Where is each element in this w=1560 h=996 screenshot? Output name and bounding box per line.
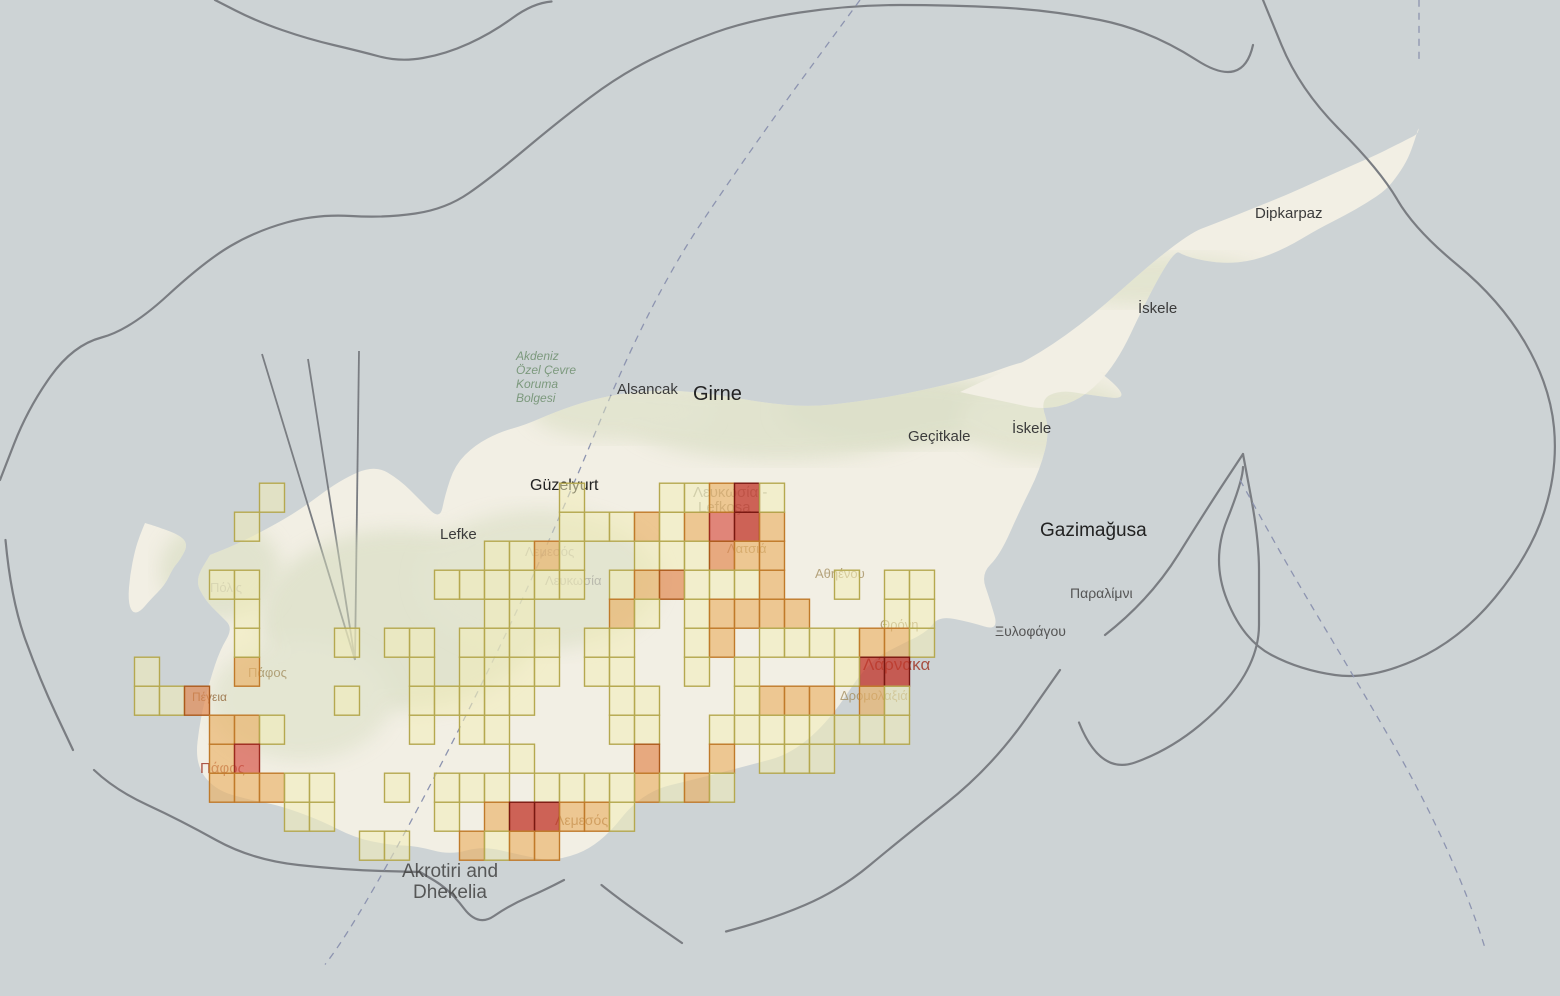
svg-text:İskele: İskele [1012, 419, 1051, 437]
svg-text:Lefke: Lefke [440, 526, 477, 543]
svg-text:Ξυλοφάγου: Ξυλοφάγου [995, 623, 1066, 639]
svg-text:Gazimağusa: Gazimağusa [1040, 520, 1147, 541]
svg-text:Dipkarpaz: Dipkarpaz [1255, 205, 1323, 222]
svg-text:Dhekelia: Dhekelia [413, 882, 487, 903]
svg-text:Koruma: Koruma [516, 377, 558, 391]
svg-text:Bolgesi: Bolgesi [516, 391, 556, 405]
svg-text:İskele: İskele [1138, 299, 1177, 317]
svg-text:Geçitkale: Geçitkale [908, 428, 971, 445]
svg-text:Παραλίμνι: Παραλίμνι [1070, 585, 1133, 601]
svg-text:Akdeniz: Akdeniz [515, 349, 559, 363]
svg-text:Girne: Girne [693, 383, 742, 405]
svg-text:Özel Çevre: Özel Çevre [516, 363, 576, 377]
svg-text:Alsancak: Alsancak [617, 381, 678, 398]
svg-text:Akrotiri and: Akrotiri and [402, 861, 498, 882]
